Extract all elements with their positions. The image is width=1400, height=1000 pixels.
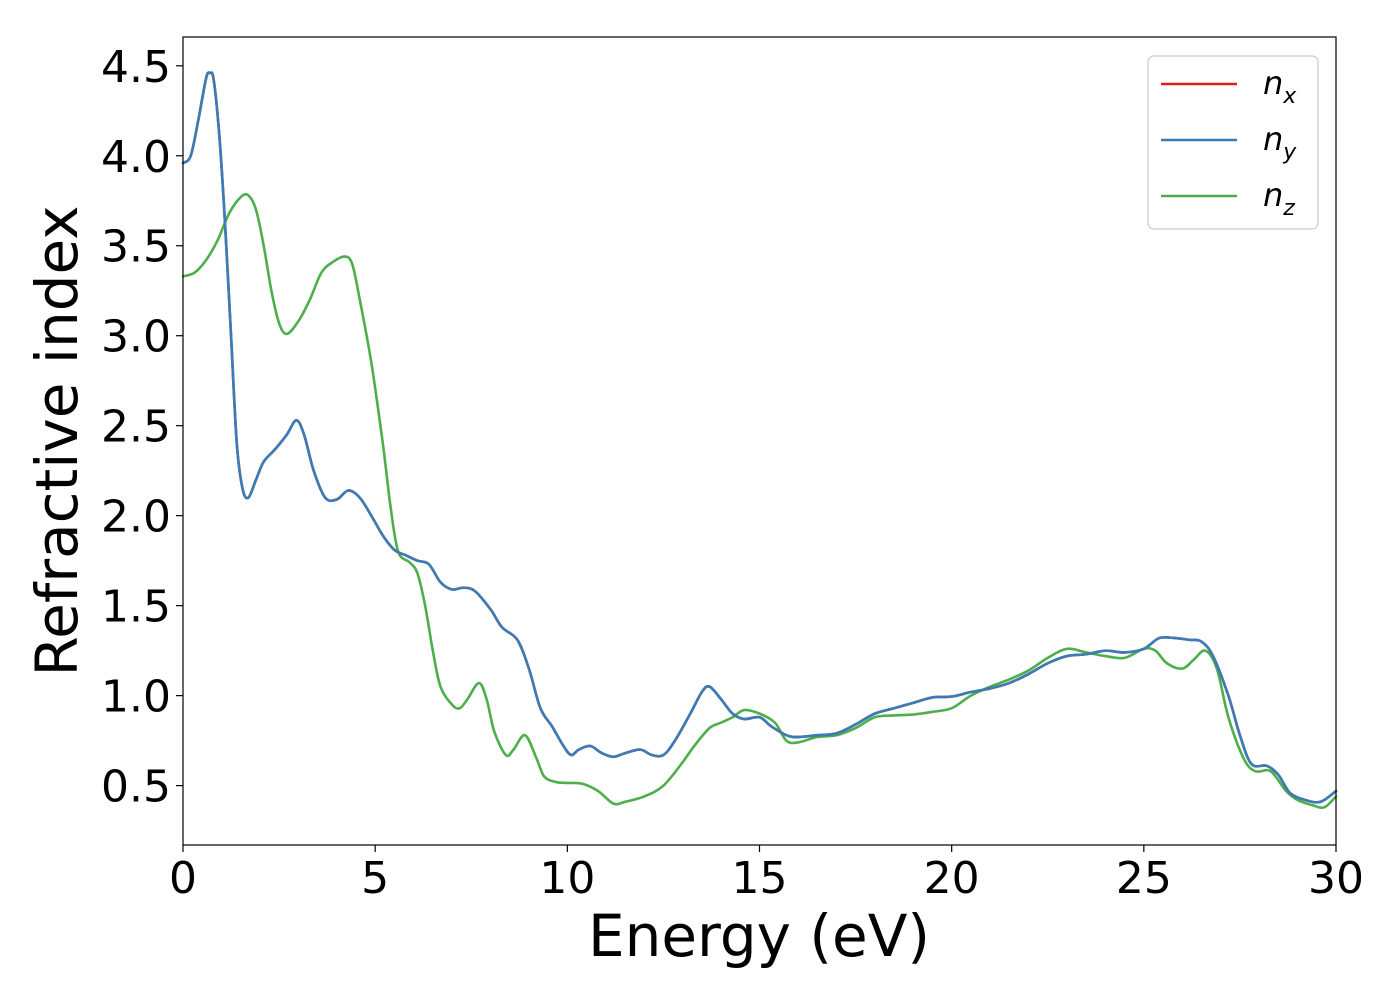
y-tick-label: 2.0 xyxy=(101,492,171,543)
x-tick-label: 0 xyxy=(169,853,197,904)
y-tick-label: 3.5 xyxy=(101,222,171,273)
y-tick-label: 4.0 xyxy=(101,132,171,183)
x-tick-label: 5 xyxy=(361,853,389,904)
legend: nx ny nz xyxy=(1147,55,1319,230)
y-tick-label: 4.5 xyxy=(101,42,171,93)
x-axis-title: Energy (eV) xyxy=(588,902,930,970)
legend-label-y: ny xyxy=(1263,120,1297,165)
y-axis-ticks: 0.5 1.0 1.5 2.0 2.5 3.0 3.5 4.0 4.5 xyxy=(101,42,183,813)
y-tick-label: 1.0 xyxy=(101,672,171,723)
legend-box xyxy=(1147,55,1319,230)
legend-label-z: nz xyxy=(1263,176,1295,221)
x-tick-label: 10 xyxy=(539,853,595,904)
x-tick-label: 20 xyxy=(924,853,980,904)
legend-label-x: nx xyxy=(1263,64,1297,109)
series-line-y xyxy=(181,71,1338,804)
y-axis-title: Refractive index xyxy=(23,205,91,676)
series-layer xyxy=(181,71,1338,810)
y-tick-label: 2.5 xyxy=(101,402,171,453)
y-tick-label: 0.5 xyxy=(101,762,171,813)
x-tick-label: 30 xyxy=(1308,853,1364,904)
x-axis-ticks: 0 5 10 15 20 25 30 xyxy=(169,845,1364,904)
y-tick-label: 3.0 xyxy=(101,312,171,363)
x-tick-label: 15 xyxy=(732,853,788,904)
legend-items: nx ny nz xyxy=(1161,64,1297,221)
y-tick-label: 1.5 xyxy=(101,582,171,633)
x-tick-label: 25 xyxy=(1116,853,1172,904)
